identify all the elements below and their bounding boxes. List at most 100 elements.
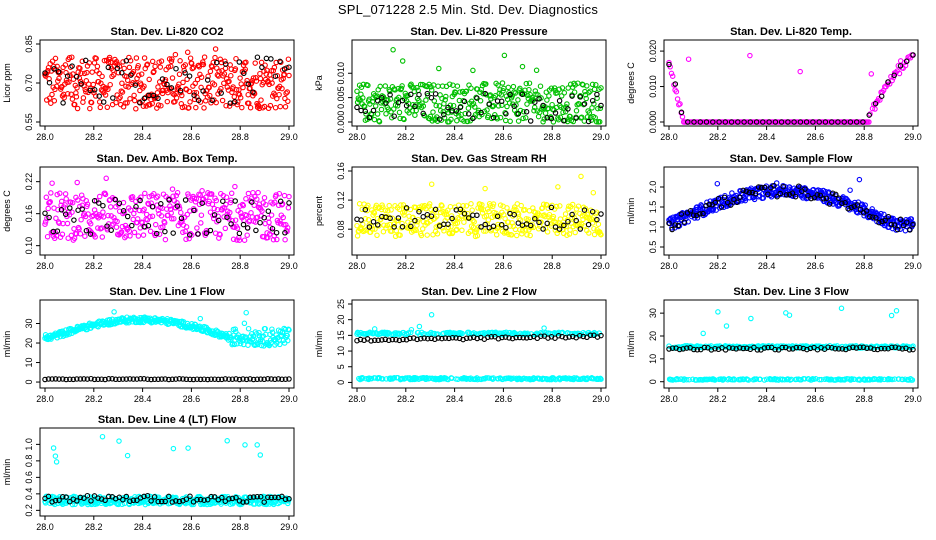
data-point [419, 100, 425, 106]
data-point-black [358, 107, 364, 114]
data-point [74, 105, 81, 112]
data-point-black [509, 335, 516, 342]
data-point [196, 201, 203, 208]
data-point-black [835, 346, 842, 352]
data-point [92, 234, 98, 240]
data-point [257, 75, 264, 82]
data-point [253, 78, 260, 84]
data-point-black [532, 99, 538, 105]
data-point [818, 376, 825, 383]
data-point-black [379, 95, 385, 101]
data-point [515, 118, 522, 124]
x-tick-label: 28.6 [495, 132, 513, 142]
data-point [748, 315, 754, 322]
data-point-black [109, 376, 115, 382]
data-point [96, 70, 102, 77]
x-tick-label: 29.0 [280, 261, 298, 271]
data-point [383, 225, 389, 231]
data-point [889, 376, 895, 383]
data-point-black [445, 104, 451, 111]
data-point [540, 201, 547, 208]
data-point-black [219, 494, 225, 501]
data-point [365, 217, 372, 223]
data-point [121, 65, 127, 72]
x-tick-label: 28.8 [231, 261, 249, 271]
data-point [367, 330, 374, 336]
data-point-black [589, 208, 596, 215]
data-point [53, 459, 60, 465]
data-point-black [432, 206, 439, 213]
plot-frame [351, 166, 607, 256]
data-point [504, 205, 510, 211]
x-tick-label: 29.0 [280, 132, 298, 142]
data-point [240, 202, 247, 209]
data-point [285, 56, 292, 62]
plot-frame [663, 166, 919, 256]
data-point-black [775, 347, 782, 353]
data-point-black [778, 119, 785, 125]
data-point [133, 55, 140, 61]
data-point [455, 112, 462, 119]
data-point-black [516, 334, 523, 341]
data-point [586, 89, 592, 96]
data-point [396, 109, 403, 116]
data-point-black [177, 87, 184, 94]
data-point [127, 96, 133, 102]
data-point-black [556, 98, 563, 104]
data-point-black [123, 376, 130, 382]
data-point-black [724, 199, 731, 206]
data-point [170, 445, 177, 452]
data-point-black [116, 200, 123, 207]
data-point-black [594, 216, 600, 223]
data-point [269, 326, 275, 332]
data-point [540, 119, 546, 125]
data-point [192, 199, 199, 205]
data-point-black [105, 64, 112, 71]
data-point [761, 377, 768, 383]
data-point-black [370, 107, 377, 114]
data-point [144, 61, 151, 67]
data-point-black [45, 493, 52, 500]
data-point [237, 94, 244, 101]
data-point-black [257, 493, 264, 500]
data-point [226, 103, 233, 109]
data-point [383, 111, 389, 117]
data-point-black [797, 344, 803, 351]
data-point [550, 213, 557, 220]
data-point [541, 116, 548, 122]
data-point [254, 196, 260, 202]
data-point-black [867, 213, 873, 220]
data-point [480, 90, 486, 97]
data-point-black [233, 494, 239, 501]
data-point-black [678, 109, 685, 116]
data-point-black [666, 61, 672, 68]
data-point [135, 62, 141, 69]
data-point [397, 232, 403, 238]
data-point-black [681, 219, 688, 225]
data-point-black [428, 94, 435, 101]
data-point-black [102, 376, 108, 383]
data-point-black [441, 111, 447, 118]
data-point-black [151, 494, 158, 500]
data-point [502, 215, 508, 222]
data-point-black [91, 87, 98, 93]
data-point [902, 376, 908, 382]
chart-title: Stan. Dev. Amb. Box Temp. [97, 153, 238, 165]
data-point-black [703, 202, 709, 209]
data-point-black [155, 376, 161, 383]
data-point-black [703, 119, 710, 125]
data-point [481, 228, 487, 234]
data-point [158, 102, 164, 109]
y-tick-label: 0.2 [24, 504, 34, 517]
data-point-black [176, 498, 183, 505]
data-point-black [144, 376, 151, 382]
data-point-black [700, 210, 706, 217]
data-point [236, 91, 243, 98]
data-point [140, 232, 147, 238]
data-point [131, 97, 138, 104]
data-point-black [878, 93, 885, 99]
data-point-black [474, 212, 480, 219]
data-point-black [56, 376, 62, 382]
data-point [896, 376, 902, 382]
